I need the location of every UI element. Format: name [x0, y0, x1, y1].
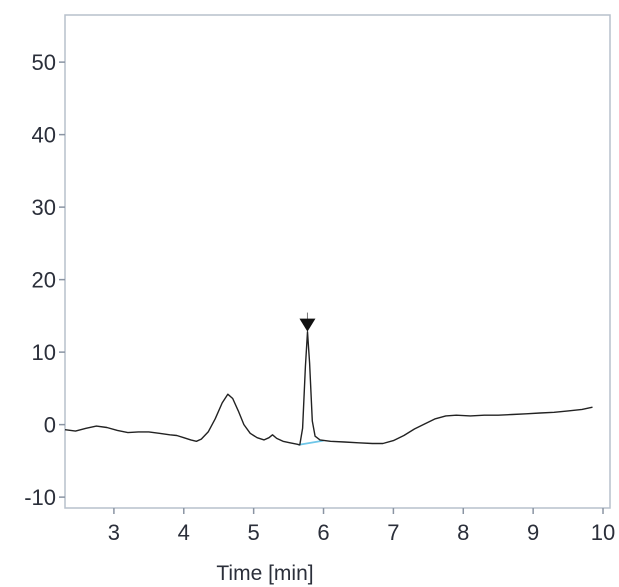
- x-tick-label: 10: [591, 520, 615, 545]
- x-axis-title: Time [min]: [216, 562, 313, 585]
- y-tick-label: 30: [32, 195, 56, 220]
- y-axis: -10 0 10 20 30 40 50: [24, 50, 65, 510]
- x-tick-label: 5: [248, 520, 260, 545]
- x-tick-label: 9: [527, 520, 539, 545]
- y-tick-label: -10: [24, 485, 56, 510]
- y-tick-label: 40: [32, 123, 56, 148]
- y-tick-label: 10: [32, 340, 56, 365]
- plot-frame: [64, 14, 611, 509]
- peak-marker-icon: [299, 318, 316, 332]
- y-tick-label: 50: [32, 50, 56, 75]
- x-axis: 3 4 5 6 7 8 9 10: [108, 508, 615, 545]
- plot-area: [64, 312, 593, 446]
- x-tick-label: 6: [317, 520, 329, 545]
- chromatogram-trace: [64, 331, 593, 446]
- y-tick-label: 20: [32, 268, 56, 293]
- peak-baseline: [298, 439, 324, 446]
- x-tick-label: 7: [387, 520, 399, 545]
- x-tick-label: 8: [457, 520, 469, 545]
- x-tick-label: 4: [178, 520, 190, 545]
- x-tick-label: 3: [108, 520, 120, 545]
- y-tick-label: 0: [44, 413, 56, 438]
